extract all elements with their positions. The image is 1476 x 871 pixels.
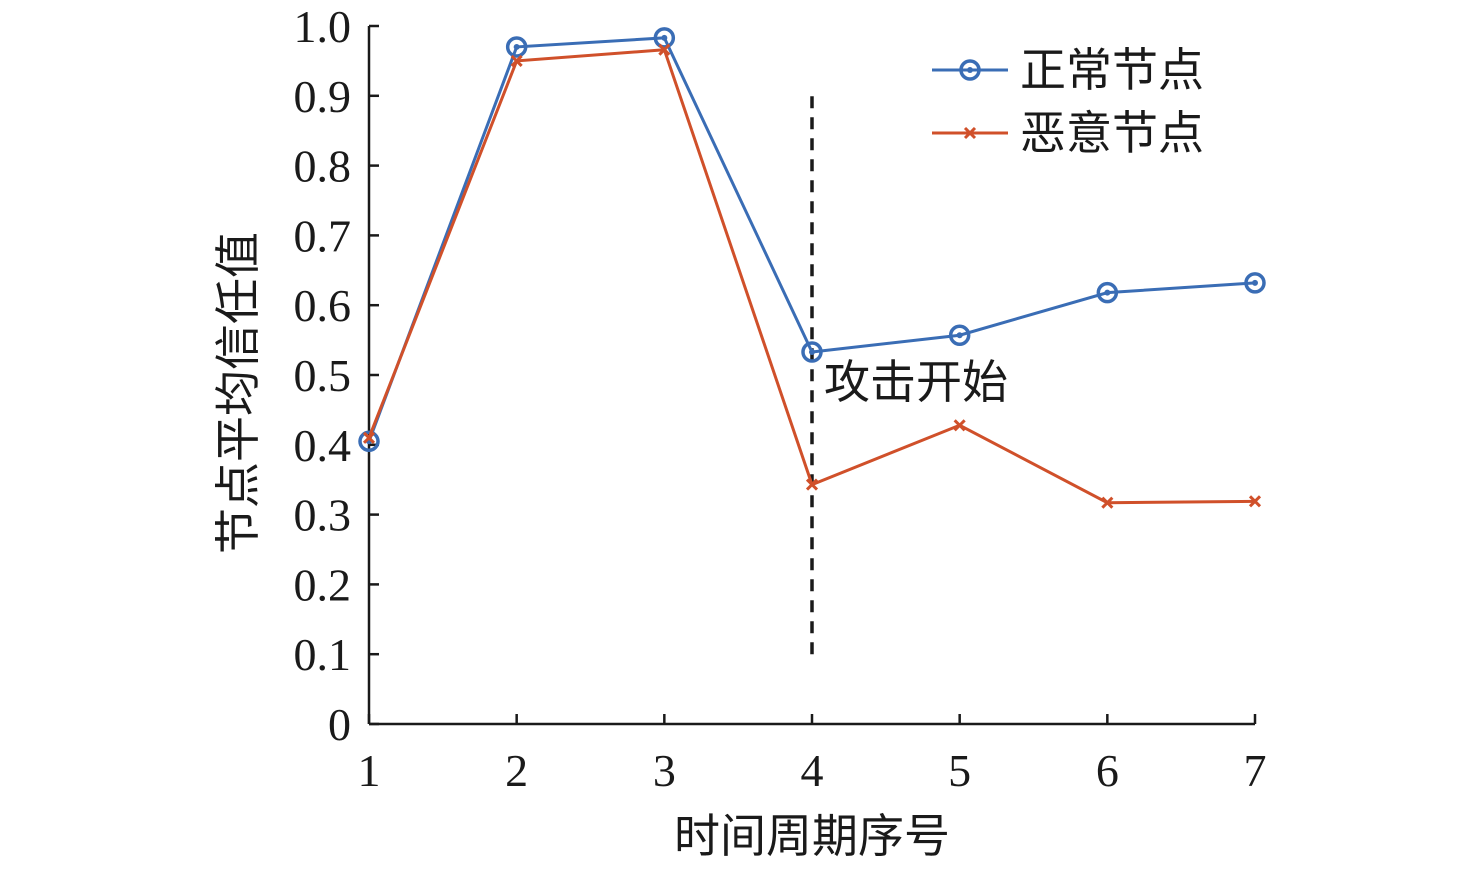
data-point [801, 341, 823, 363]
x-tick-label: 5 [948, 745, 971, 796]
legend-label: 恶意节点 [1020, 108, 1204, 159]
data-point [653, 27, 676, 49]
legend-marker [959, 59, 981, 81]
data-point-stroke [1101, 496, 1114, 509]
y-tick-label: 0.6 [294, 280, 352, 331]
data-point-stroke [362, 431, 376, 444]
data-point [510, 54, 523, 67]
data-point [953, 419, 966, 432]
data-point-center [661, 34, 668, 41]
x-tick-label: 4 [801, 745, 824, 796]
y-tick-label: 0.8 [294, 141, 352, 192]
y-tick-label: 0.1 [294, 629, 352, 680]
data-point [362, 431, 376, 444]
x-tick-label: 7 [1244, 745, 1267, 796]
y-axis-title: 节点平均信任值 [213, 232, 264, 554]
legend-label: 正常节点 [1020, 45, 1204, 96]
legend-marker [963, 126, 977, 140]
plot-layer: 0 0.1 0.2 0.3 0.4 0.5 0.6 0.7 0.8 0.9 1.0 1 2 3 4 5 6 7 攻击… [294, 1, 1267, 796]
x-axis-title: 时间周期序号 [674, 811, 950, 862]
data-point [505, 36, 528, 58]
data-point [1248, 495, 1262, 508]
data-point-center [809, 348, 815, 355]
y-tick-label: 0.2 [294, 559, 352, 610]
y-tick-label: 0.4 [294, 420, 352, 471]
data-point [1244, 272, 1266, 294]
x-tick-label: 3 [653, 745, 676, 796]
data-point [658, 43, 671, 56]
x-tick-label: 6 [1096, 745, 1119, 796]
data-point-stroke [953, 419, 966, 432]
data-point [948, 324, 971, 346]
data-point-center [1104, 289, 1111, 296]
data-point-center [513, 43, 520, 50]
data-point-stroke [1248, 495, 1262, 508]
data-point-center [956, 332, 963, 339]
x-tick-label: 2 [505, 745, 528, 796]
y-tick-label: 1.0 [294, 1, 352, 52]
y-tick-label: 0.7 [294, 210, 352, 261]
data-point [1101, 496, 1114, 509]
data-point-stroke [510, 54, 523, 67]
data-point [358, 430, 380, 453]
y-tick-label: 0 [328, 699, 351, 750]
x-tick-label: 1 [358, 745, 381, 796]
attack-start-annotation: 攻击开始 [824, 357, 1008, 408]
data-point-center [1252, 279, 1258, 286]
y-tick-label: 0.5 [294, 350, 352, 401]
y-tick-label: 0.9 [294, 71, 352, 122]
data-point [1096, 281, 1119, 304]
legend-marker-center [967, 67, 973, 73]
y-tick-label: 0.3 [294, 490, 352, 541]
data-point-stroke [658, 43, 671, 56]
data-point [805, 478, 819, 491]
data-point-stroke [805, 478, 819, 491]
